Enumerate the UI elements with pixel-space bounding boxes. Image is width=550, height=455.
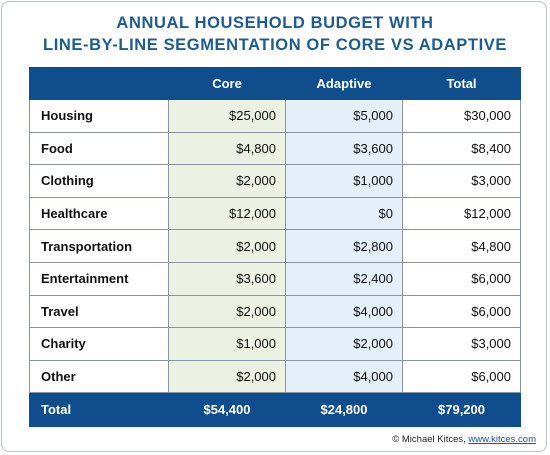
row-adaptive-value: $0	[285, 196, 403, 231]
copyright-text: © Michael Kitces,	[392, 434, 469, 445]
table-row: Housing $25,000 $5,000 $30,000	[29, 99, 521, 133]
table-row: Transportation $2,000 $2,800 $4,800	[29, 229, 521, 263]
row-total-value: $6,000	[402, 294, 521, 329]
row-adaptive-value: $5,000	[285, 99, 403, 133]
table-row: Travel $2,000 $4,000 $6,000	[29, 294, 521, 329]
row-total-value: $6,000	[402, 261, 521, 296]
row-category: Healthcare	[29, 196, 169, 231]
budget-table: Core Adaptive Total Housing $25,000 $5,0…	[29, 67, 521, 428]
row-total-value: $4,800	[402, 229, 521, 263]
row-total-value: $6,000	[402, 359, 521, 394]
row-category: Food	[29, 131, 169, 166]
row-total-value: $8,400	[402, 131, 521, 166]
row-category: Transportation	[29, 229, 169, 263]
copyright-credit: © Michael Kitces, www.kitces.com	[392, 434, 536, 445]
row-core-value: $1,000	[168, 327, 286, 361]
row-core-value: $2,000	[168, 359, 286, 394]
row-core-value: $2,000	[168, 294, 286, 329]
row-total-value: $30,000	[402, 99, 521, 133]
row-category: Entertainment	[29, 261, 169, 296]
table-header-row: Core Adaptive Total	[29, 67, 521, 100]
row-category: Charity	[29, 327, 169, 361]
header-core: Core	[168, 67, 286, 100]
row-adaptive-value: $2,000	[285, 327, 403, 361]
title-line-2: LINE-BY-LINE SEGMENTATION OF CORE VS ADA…	[43, 36, 507, 54]
row-adaptive-value: $2,800	[285, 229, 403, 263]
row-core-value: $3,600	[168, 261, 286, 296]
row-total-value: $3,000	[402, 327, 521, 361]
table-row: Entertainment $3,600 $2,400 $6,000	[29, 261, 521, 296]
total-label: Total	[29, 392, 169, 428]
table-row: Charity $1,000 $2,000 $3,000	[29, 327, 521, 361]
row-core-value: $4,800	[168, 131, 286, 166]
row-core-value: $12,000	[168, 196, 286, 231]
row-category: Other	[29, 359, 169, 394]
row-adaptive-value: $2,400	[285, 261, 403, 296]
row-adaptive-value: $4,000	[285, 359, 403, 394]
table-row: Healthcare $12,000 $0 $12,000	[29, 196, 521, 231]
kitces-link[interactable]: www.kitces.com	[468, 434, 536, 445]
header-adaptive: Adaptive	[285, 67, 403, 100]
title-line-1: ANNUAL HOUSEHOLD BUDGET WITH	[116, 14, 434, 32]
table-row: Food $4,800 $3,600 $8,400	[29, 131, 521, 166]
row-total-value: $12,000	[402, 196, 521, 231]
row-total-value: $3,000	[402, 164, 521, 198]
table-row: Clothing $2,000 $1,000 $3,000	[29, 164, 521, 198]
figure-title: ANNUAL HOUSEHOLD BUDGET WITH LINE-BY-LIN…	[0, 12, 550, 56]
header-category	[29, 67, 169, 100]
total-core-value: $54,400	[168, 392, 286, 428]
grand-total-value: $79,200	[402, 392, 521, 428]
row-adaptive-value: $4,000	[285, 294, 403, 329]
row-category: Housing	[29, 99, 169, 133]
row-category: Travel	[29, 294, 169, 329]
row-category: Clothing	[29, 164, 169, 198]
row-adaptive-value: $1,000	[285, 164, 403, 198]
row-adaptive-value: $3,600	[285, 131, 403, 166]
header-total: Total	[402, 67, 521, 100]
row-core-value: $2,000	[168, 164, 286, 198]
table-row: Other $2,000 $4,000 $6,000	[29, 359, 521, 394]
row-core-value: $2,000	[168, 229, 286, 263]
row-core-value: $25,000	[168, 99, 286, 133]
table-total-row: Total $54,400 $24,800 $79,200	[29, 392, 521, 428]
total-adaptive-value: $24,800	[285, 392, 403, 428]
